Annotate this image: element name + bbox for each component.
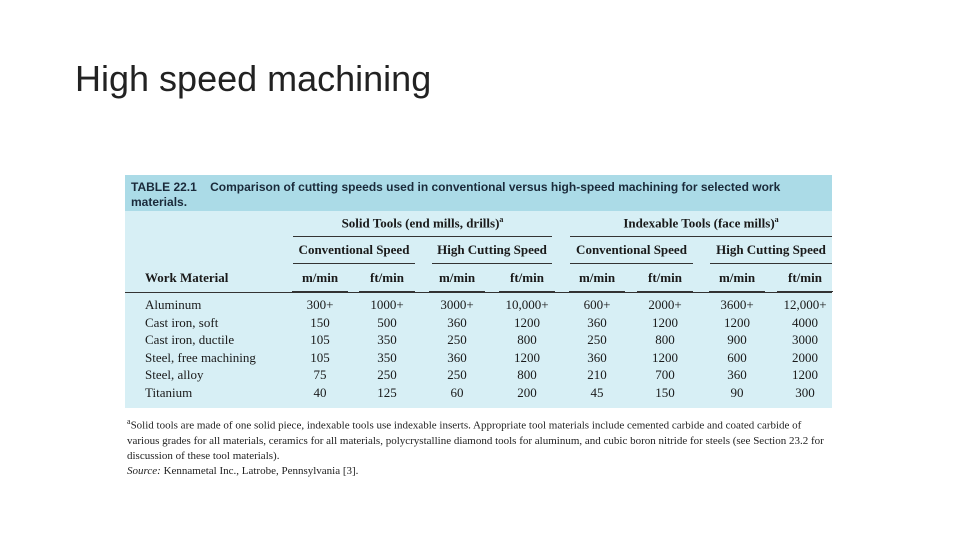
subheader: High Cutting Speed (716, 242, 826, 257)
subheader: High Cutting Speed (437, 242, 547, 257)
row-label: Cast iron, soft (145, 314, 219, 330)
caption-text: Comparison of cutting speeds used in con… (131, 180, 781, 209)
cell: 2000 (792, 349, 818, 365)
cell: 60 (450, 385, 464, 400)
cell: 600 (727, 349, 747, 365)
row-label: Aluminum (145, 297, 202, 312)
row-label: Steel, free machining (145, 349, 256, 365)
rule (125, 292, 832, 293)
rule (499, 291, 555, 292)
row-header: Work Material (145, 270, 229, 285)
cell: 90 (730, 385, 744, 400)
footnote: aSolid tools are made of one solid piece… (127, 414, 832, 479)
subheader: Conventional Speed (576, 242, 687, 257)
group-note: a (499, 215, 504, 224)
rule (569, 291, 625, 292)
unit-header: m/min (578, 270, 616, 285)
cell: 250 (587, 332, 607, 348)
cell: 75 (313, 367, 327, 383)
cell: 600+ (583, 297, 611, 312)
cell: 500 (377, 314, 397, 330)
cell: 360 (727, 367, 747, 383)
cell: 300+ (306, 297, 334, 312)
cell: 360 (447, 349, 467, 365)
cell: 1000+ (370, 297, 404, 312)
cell: 350 (377, 349, 397, 365)
subheader: Conventional Speed (298, 242, 410, 257)
cell: 2000+ (648, 297, 682, 312)
cell: 1200 (652, 349, 678, 365)
table-caption: TABLE 22.1 Comparison of cutting speeds … (131, 180, 826, 210)
unit-header: ft/min (648, 270, 682, 285)
cell: 1200 (514, 314, 540, 330)
cell: 10,000+ (505, 297, 549, 312)
cell: 4000 (792, 314, 818, 330)
cell: 105 (310, 332, 330, 348)
row-label: Steel, alloy (145, 367, 204, 383)
cell: 250 (377, 367, 397, 383)
group-note: a (774, 215, 779, 224)
cell: 200 (517, 385, 537, 400)
cell: 700 (655, 367, 675, 383)
cell: 250 (447, 367, 467, 383)
unit-header: m/min (718, 270, 756, 285)
unit-header: m/min (301, 270, 339, 285)
slide-title: High speed machining (75, 58, 432, 99)
cell: 800 (655, 332, 675, 348)
rule (359, 291, 415, 292)
cell: 45 (590, 385, 604, 400)
cell: 800 (517, 332, 537, 348)
cell: 3000+ (440, 297, 474, 312)
row-label: Cast iron, ductile (145, 332, 235, 348)
unit-header: ft/min (510, 270, 544, 285)
rule (429, 291, 485, 292)
cell: 350 (377, 332, 397, 348)
cell: 150 (655, 385, 675, 400)
unit-header: ft/min (370, 270, 404, 285)
cell: 12,000+ (783, 297, 827, 312)
rule (777, 291, 833, 292)
cell: 300 (795, 385, 815, 400)
cell: 3000 (792, 332, 818, 348)
source-text: Kennametal Inc., Latrobe, Pennsylvania [… (163, 464, 359, 477)
cell: 105 (310, 349, 330, 365)
unit-header: m/min (438, 270, 476, 285)
cell: 360 (587, 349, 607, 365)
cell: 125 (377, 385, 397, 400)
cell: 210 (587, 367, 607, 383)
cell: 250 (447, 332, 467, 348)
row-label: Titanium (145, 385, 193, 400)
cell: 1200 (792, 367, 818, 383)
cell: 40 (313, 385, 327, 400)
rule (293, 236, 552, 237)
footnote-marker: a (127, 417, 131, 426)
rule (710, 263, 832, 264)
rule (293, 263, 415, 264)
rule (432, 263, 552, 264)
caption-band (125, 175, 832, 211)
cell: 900 (727, 332, 747, 348)
group-header: Solid Tools (end mills, drills)a (341, 215, 504, 231)
rule (570, 236, 832, 237)
source-label: Source: (127, 464, 161, 477)
table-label: TABLE 22.1 (131, 180, 197, 194)
cell: 1200 (514, 349, 540, 365)
cell: 1200 (652, 314, 678, 330)
rule (570, 263, 693, 264)
cell: 1200 (724, 314, 750, 330)
rule (709, 291, 765, 292)
cell: 360 (447, 314, 467, 330)
rule (637, 291, 693, 292)
cell: 800 (517, 367, 537, 383)
rule (292, 291, 348, 292)
unit-header: ft/min (788, 270, 822, 285)
cell: 150 (310, 314, 330, 330)
cell: 360 (587, 314, 607, 330)
cell: 3600+ (720, 297, 754, 312)
group-header: Indexable Tools (face mills)a (623, 215, 779, 231)
footnote-text: Solid tools are made of one solid piece,… (127, 419, 824, 462)
